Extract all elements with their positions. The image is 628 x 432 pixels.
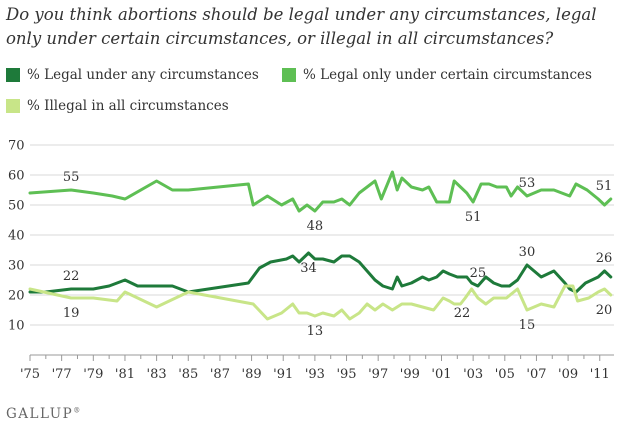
x-tick-label: '93 (305, 367, 325, 382)
legend-swatch-legal-any (6, 68, 20, 82)
data-label-layer: 55 48 51 53 51 22 34 25 30 26 19 13 22 15 20 (63, 170, 612, 339)
legend-label-illegal-all: % Illegal in all circumstances (27, 98, 229, 114)
data-label: 25 (470, 266, 487, 281)
y-tick-label: 50 (8, 199, 25, 214)
data-label: 19 (63, 306, 80, 321)
data-label: 51 (465, 210, 482, 225)
y-tick-label: 60 (8, 169, 25, 184)
grid-layer (30, 144, 614, 326)
legend-label-legal-any: % Legal under any circumstances (27, 67, 259, 83)
legend-label-legal-certain: % Legal only under certain circumstances (303, 67, 592, 83)
data-label: 55 (63, 170, 80, 185)
legend-item-legal-any: % Legal under any circumstances (6, 67, 259, 83)
x-tick-label: '87 (210, 367, 230, 382)
y-tick-label: 70 (8, 139, 25, 154)
gallup-brand-text: GALLUP (6, 406, 74, 422)
series-line-1 (28, 251, 613, 294)
y-tick-label: 10 (8, 319, 25, 334)
series-line-2 (28, 170, 613, 213)
line-chart: 55 48 51 53 51 22 34 25 30 26 19 13 22 15 20 10 20 30 40 5… (8, 139, 614, 382)
series-line-3 (28, 284, 613, 321)
legend-swatch-illegal-all (6, 99, 20, 113)
x-tick-label: '11 (590, 367, 610, 382)
data-label: 20 (596, 303, 613, 318)
x-tick-label: '75 (20, 367, 40, 382)
x-tick-label: '05 (495, 367, 515, 382)
x-tick-label: '01 (431, 367, 451, 382)
y-tick-label: 40 (8, 229, 25, 244)
legend-item-illegal-all: % Illegal in all circumstances (6, 98, 229, 114)
x-tick-label: '89 (242, 367, 262, 382)
y-tick-label: 20 (8, 289, 25, 304)
gallup-logo: GALLUP® (6, 406, 80, 422)
x-tick-label: '81 (115, 367, 135, 382)
legend-swatch-legal-certain (282, 68, 296, 82)
x-tick-label: '83 (147, 367, 167, 382)
data-label: 22 (63, 269, 80, 284)
chart-question-title: Do you think abortions should be legal u… (6, 5, 597, 48)
data-label: 53 (519, 176, 536, 191)
data-label: 26 (596, 251, 613, 266)
x-tick-label: '07 (526, 367, 546, 382)
x-tick-label: '09 (558, 367, 578, 382)
x-tick-label: '95 (336, 367, 356, 382)
y-tick-label: 30 (8, 259, 25, 274)
x-tick-label: '79 (83, 367, 103, 382)
x-tick-label: '97 (368, 367, 388, 382)
x-tick-label: '03 (463, 367, 483, 382)
gallup-registered-mark: ® (73, 406, 81, 415)
series-layer (28, 170, 613, 321)
x-tick-label: '91 (273, 367, 293, 382)
data-label: 22 (454, 306, 471, 321)
data-label: 34 (300, 261, 317, 276)
data-label: 30 (519, 245, 536, 260)
axis-layer: 10 20 30 40 50 60 70 '75 '77 '79 '81 '83 '85 '87 '89 '9… (8, 139, 614, 382)
data-label: 15 (519, 318, 536, 333)
data-label: 51 (596, 179, 613, 194)
data-label: 48 (307, 219, 324, 234)
x-tick-label: '99 (400, 367, 420, 382)
data-label: 13 (307, 324, 324, 339)
x-tick-label: '85 (178, 367, 198, 382)
legend-item-legal-certain: % Legal only under certain circumstances (282, 67, 592, 83)
x-tick-label: '77 (52, 367, 72, 382)
